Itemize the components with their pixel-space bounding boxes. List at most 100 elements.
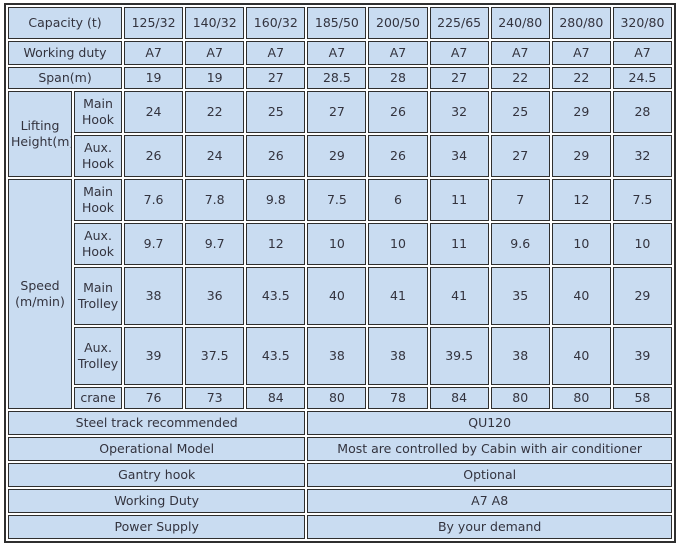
footer-label: Operational Model <box>8 437 306 461</box>
value-cell: A7 <box>551 41 611 65</box>
capacity-col-header: 225/65 <box>429 7 489 39</box>
value-cell: 26 <box>124 135 184 177</box>
value-cell: 10 <box>612 223 672 265</box>
lifting-height-aux-hook-row: Aux. Hook 26 24 26 29 26 34 27 29 32 <box>8 135 672 177</box>
speed-main-hook-row: Speed (m/min) Main Hook 7.6 7.8 9.8 7.5 … <box>8 179 672 409</box>
capacity-col-header: 140/32 <box>185 7 245 39</box>
working-duty-row: Working duty A7 A7 A7 A7 A7 A7 A7 A7 A7 <box>8 41 672 65</box>
speed-crane-row: crane 76 73 84 80 78 84 80 80 58 <box>8 387 672 409</box>
value-cell: 7.8 <box>185 179 245 221</box>
value-cell: 34 <box>429 135 489 177</box>
value-cell: 27 <box>490 135 550 177</box>
value-cell: 27 <box>246 67 306 89</box>
speed-main-trolley-row: Main Trolley 38 36 43.5 40 41 41 35 40 2… <box>8 267 672 325</box>
capacity-col-header: 160/32 <box>246 7 306 39</box>
steel-track-row: Steel track recommended QU120 <box>8 411 672 435</box>
value-cell: A7 <box>368 41 428 65</box>
capacity-col-header: 240/80 <box>490 7 550 39</box>
footer-value: Optional <box>307 463 672 487</box>
value-cell: 26 <box>368 91 428 133</box>
gantry-hook-row: Gantry hook Optional <box>8 463 672 487</box>
value-cell: 73 <box>185 387 245 409</box>
value-cell: 22 <box>185 91 245 133</box>
value-cell: A7 <box>246 41 306 65</box>
value-cell: A7 <box>185 41 245 65</box>
row-label: Aux. Hook <box>74 135 123 177</box>
value-cell: 29 <box>551 91 611 133</box>
value-cell: 80 <box>551 387 611 409</box>
value-cell: 22 <box>490 67 550 89</box>
footer-label: Power Supply <box>8 515 306 539</box>
capacity-col-header: 280/80 <box>551 7 611 39</box>
value-cell: 26 <box>246 135 306 177</box>
value-cell: 41 <box>368 267 428 325</box>
row-label: Aux. Hook <box>74 223 123 265</box>
value-cell: 40 <box>551 267 611 325</box>
row-label: crane <box>74 387 123 409</box>
value-cell: 7 <box>490 179 550 221</box>
row-label: Main Hook <box>74 91 123 133</box>
value-cell: 6 <box>368 179 428 221</box>
value-cell: 40 <box>307 267 367 325</box>
footer-value: QU120 <box>307 411 672 435</box>
footer-label: Working Duty <box>8 489 306 513</box>
value-cell: 41 <box>429 267 489 325</box>
row-label: Main Hook <box>74 179 123 221</box>
value-cell: 29 <box>307 135 367 177</box>
value-cell: 22 <box>551 67 611 89</box>
crane-spec-table: Capacity (t) 125/32 140/32 160/32 185/50… <box>4 3 676 543</box>
value-cell: 58 <box>612 387 672 409</box>
value-cell: A7 <box>429 41 489 65</box>
value-cell: 11 <box>429 223 489 265</box>
value-cell: 38 <box>368 327 428 385</box>
speed-aux-trolley-row: Aux. Trolley 39 37.5 43.5 38 38 39.5 38 … <box>8 327 672 385</box>
value-cell: 25 <box>246 91 306 133</box>
span-label: Span(m) <box>8 67 123 89</box>
value-cell: 32 <box>429 91 489 133</box>
value-cell: 35 <box>490 267 550 325</box>
value-cell: A7 <box>490 41 550 65</box>
value-cell: 40 <box>551 327 611 385</box>
value-cell: A7 <box>124 41 184 65</box>
value-cell: 26 <box>368 135 428 177</box>
value-cell: 9.7 <box>185 223 245 265</box>
value-cell: 29 <box>551 135 611 177</box>
row-label: Main Trolley <box>74 267 123 325</box>
value-cell: 19 <box>185 67 245 89</box>
capacity-col-header: 185/50 <box>307 7 367 39</box>
value-cell: 24 <box>185 135 245 177</box>
value-cell: 11 <box>429 179 489 221</box>
value-cell: 12 <box>246 223 306 265</box>
value-cell: 84 <box>246 387 306 409</box>
value-cell: 27 <box>429 67 489 89</box>
value-cell: 29 <box>612 267 672 325</box>
value-cell: 28 <box>368 67 428 89</box>
value-cell: 36 <box>185 267 245 325</box>
value-cell: 78 <box>368 387 428 409</box>
value-cell: 19 <box>124 67 184 89</box>
value-cell: 28.5 <box>307 67 367 89</box>
operational-model-row: Operational Model Most are controlled by… <box>8 437 672 461</box>
speed-group-label: Speed (m/min) <box>8 179 72 409</box>
value-cell: 9.7 <box>124 223 184 265</box>
value-cell: 80 <box>490 387 550 409</box>
capacity-col-header: 320/80 <box>612 7 672 39</box>
value-cell: A7 <box>612 41 672 65</box>
value-cell: 27 <box>307 91 367 133</box>
footer-label: Steel track recommended <box>8 411 306 435</box>
value-cell: 38 <box>490 327 550 385</box>
row-label: Aux. Trolley <box>74 327 123 385</box>
value-cell: 80 <box>307 387 367 409</box>
footer-value: By your demand <box>307 515 672 539</box>
capacity-row: Capacity (t) 125/32 140/32 160/32 185/50… <box>8 7 672 39</box>
lifting-height-group-label: Lifting Height(m) <box>8 91 72 177</box>
working-duty-footer-row: Working Duty A7 A8 <box>8 489 672 513</box>
value-cell: 39.5 <box>429 327 489 385</box>
value-cell: 12 <box>551 179 611 221</box>
capacity-col-header: 200/50 <box>368 7 428 39</box>
value-cell: 32 <box>612 135 672 177</box>
value-cell: 39 <box>612 327 672 385</box>
footer-value: Most are controlled by Cabin with air co… <box>307 437 672 461</box>
speed-aux-hook-row: Aux. Hook 9.7 9.7 12 10 10 11 9.6 10 10 <box>8 223 672 265</box>
value-cell: A7 <box>307 41 367 65</box>
